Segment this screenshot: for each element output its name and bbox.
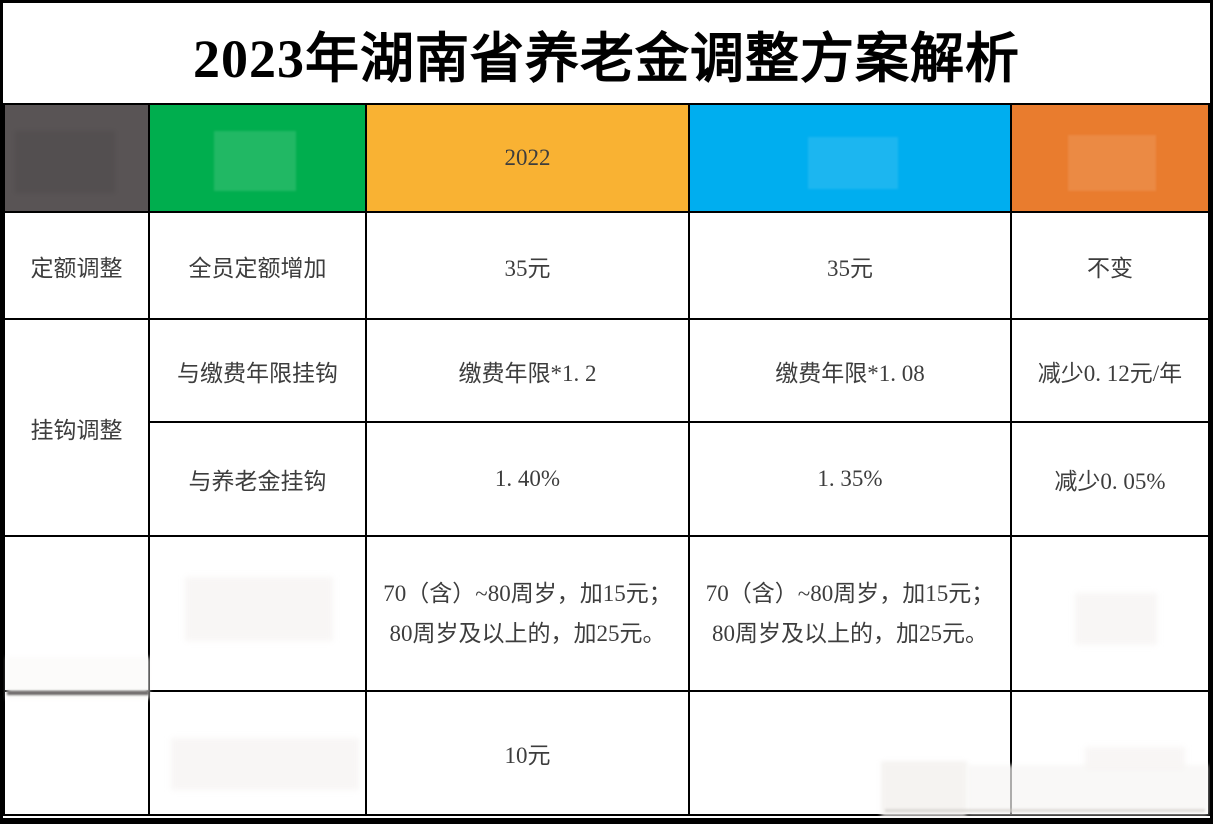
cell-fixed-method: 全员定额增加 bbox=[148, 211, 367, 320]
row-fixed-adjustment: 定额调整 全员定额增加 35元 35元 不变 bbox=[3, 211, 1210, 320]
cell-fixed-group: 定额调整 bbox=[3, 211, 150, 320]
header-cell-category bbox=[3, 103, 150, 213]
cell-linked-years-method: 与缴费年限挂钩 bbox=[148, 318, 367, 423]
cell-age-group-redacted bbox=[3, 535, 150, 692]
cell-linked-years-2022: 缴费年限*1. 2 bbox=[365, 318, 690, 423]
cell-last-2022: 10元 bbox=[365, 690, 690, 816]
redaction-blur bbox=[214, 131, 296, 191]
cell-linked-pension-change: 减少0. 05% bbox=[1010, 421, 1210, 537]
cell-last-method-redacted bbox=[148, 690, 367, 816]
cell-fixed-change: 不变 bbox=[1010, 211, 1210, 320]
redaction-blur bbox=[15, 131, 115, 193]
cell-age-2022: 70（含）~80周岁，加15元； 80周岁及以上的，加25元。 bbox=[365, 535, 690, 692]
cell-age-method-redacted bbox=[148, 535, 367, 692]
row-linked-years: 挂钩调整 与缴费年限挂钩 缴费年限*1. 2 缴费年限*1. 08 减少0. 1… bbox=[3, 318, 1210, 537]
header-cell-method bbox=[148, 103, 367, 213]
header-row: 2022 bbox=[3, 103, 1210, 213]
header-cell-change bbox=[1010, 103, 1210, 213]
age-rule-text: 70（含）~80周岁，加15元； 80周岁及以上的，加25元。 bbox=[705, 581, 995, 646]
cell-linked-group: 挂钩调整 bbox=[3, 318, 150, 537]
cell-linked-pension-2023: 1. 35% bbox=[688, 421, 1012, 537]
cell-linked-pension-method: 与养老金挂钩 bbox=[148, 421, 367, 537]
redaction-blur bbox=[1068, 135, 1156, 191]
redaction-blur bbox=[808, 137, 898, 189]
title-bar: 2023年湖南省养老金调整方案解析 bbox=[3, 3, 1210, 103]
header-label-2022: 2022 bbox=[504, 145, 551, 170]
header-cell-2022: 2022 bbox=[365, 103, 690, 213]
row-age-tilt: 70（含）~80周岁，加15元； 80周岁及以上的，加25元。 70（含）~80… bbox=[3, 535, 1210, 692]
cell-last-change-redacted bbox=[1010, 690, 1210, 816]
pension-table: 2022 定额调整 全员定额增加 35元 35元 不变 挂钩调整 与缴费年限挂钩… bbox=[3, 103, 1210, 816]
cell-last-group-redacted bbox=[3, 690, 150, 816]
cell-age-change-redacted bbox=[1010, 535, 1210, 692]
cell-linked-pension-2022: 1. 40% bbox=[365, 421, 690, 537]
cell-age-2023: 70（含）~80周岁，加15元； 80周岁及以上的，加25元。 bbox=[688, 535, 1012, 692]
cell-fixed-2022: 35元 bbox=[365, 211, 690, 320]
cell-fixed-2023: 35元 bbox=[688, 211, 1012, 320]
cell-linked-years-2023: 缴费年限*1. 08 bbox=[688, 318, 1012, 423]
age-rule-text: 70（含）~80周岁，加15元； 80周岁及以上的，加25元。 bbox=[383, 581, 672, 646]
row-linked-pension: 与养老金挂钩 1. 40% 1. 35% 减少0. 05% bbox=[4, 421, 1210, 537]
cell-last-2023-redacted bbox=[688, 690, 1012, 816]
page-title: 2023年湖南省养老金调整方案解析 bbox=[193, 28, 1020, 89]
cell-linked-years-change: 减少0. 12元/年 bbox=[1010, 318, 1210, 423]
row-last: 10元 bbox=[3, 690, 1210, 816]
header-cell-2023 bbox=[688, 103, 1012, 213]
